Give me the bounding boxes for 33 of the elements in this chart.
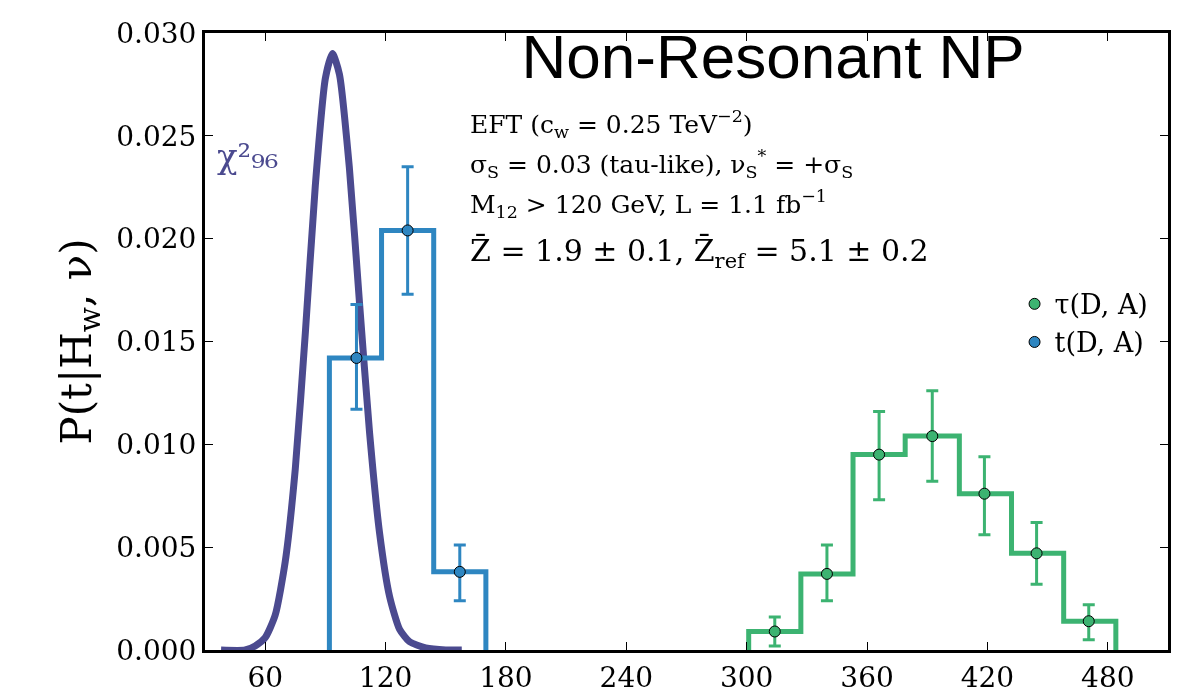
- annotation: σ$_{S}$ = 0.03 (tau-like), ν$_{S}$$^{*}$ = +σ$_{S}$: [470, 146, 854, 182]
- annotation: EFT (c$_{w}$ = 0.25 TeV$^{−2}$): [470, 106, 753, 142]
- x-tick-label: 420: [960, 660, 1015, 694]
- y-tick-label: 0.025: [116, 119, 197, 153]
- point: [1030, 547, 1043, 560]
- x-tick-label: 60: [247, 660, 284, 694]
- y-tick-label: 0.020: [116, 222, 197, 256]
- point: [350, 351, 363, 364]
- y-tick-label: 0.015: [116, 325, 197, 359]
- point: [401, 224, 414, 237]
- point: [926, 430, 939, 443]
- point: [1082, 615, 1095, 628]
- x-tick-label: 360: [840, 660, 894, 694]
- y-tick-label: 0.010: [116, 428, 197, 462]
- point: [768, 625, 781, 638]
- x-tick-label: 300: [719, 660, 774, 694]
- annotation: Z̄ = 1.9 ± 0.1, Z̄$_{ref}$ = 5.1 ± 0.2: [470, 233, 929, 273]
- y-tick-label: 0.000: [116, 633, 197, 667]
- x-tick-label: 240: [599, 660, 654, 694]
- x-tick-label: 180: [479, 660, 533, 694]
- series-label: χ²₉₆: [217, 136, 279, 176]
- y-tick-label: 0.005: [116, 530, 197, 564]
- legend-label: τ(D, A): [1054, 289, 1148, 321]
- chart-title: Non-Resonant NP: [521, 22, 1025, 92]
- point: [873, 448, 886, 461]
- point: [453, 565, 466, 578]
- point: [820, 567, 833, 580]
- x-tick-label: 480: [1081, 660, 1135, 694]
- y-tick-label: 0.030: [116, 16, 197, 50]
- annotation: M$_{12}$ > 120 GeV, L = 1.1 fb$^{−1}$: [470, 186, 827, 222]
- legend-label: t(D, A): [1054, 327, 1144, 359]
- point: [978, 487, 991, 500]
- x-tick-label: 120: [358, 660, 413, 694]
